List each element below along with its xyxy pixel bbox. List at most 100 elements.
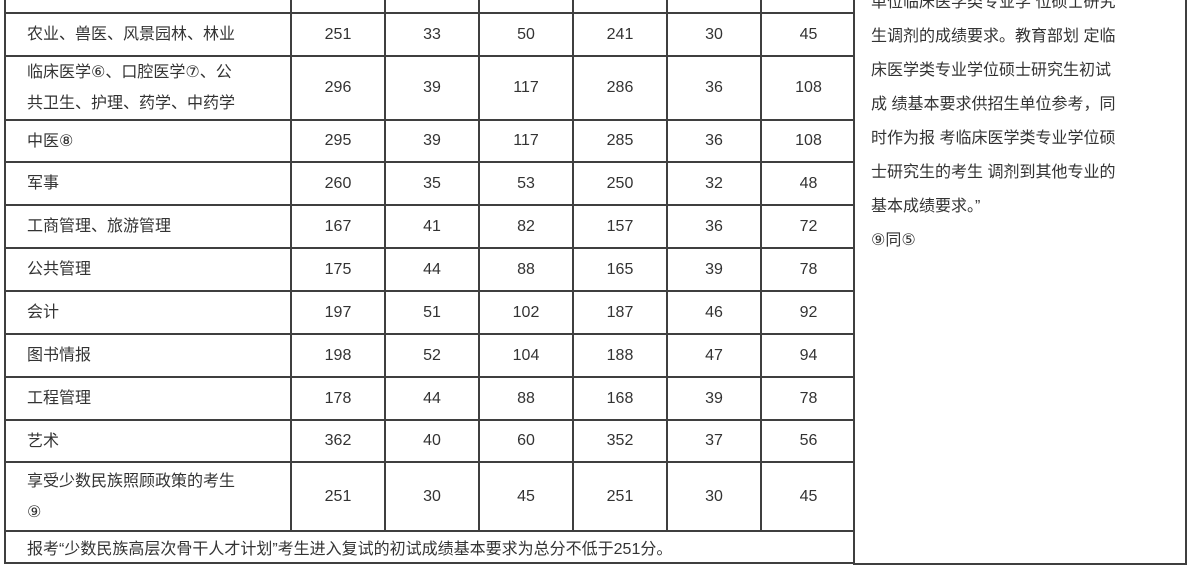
table-row: 享受少数民族照顾政策的考生 ⑨ 251 30 45 251 30 45: [4, 461, 857, 532]
table-row: 农业、兽医、风景园林、林业 251 33 50 241 30 45: [4, 12, 857, 57]
score-cell: 39: [384, 55, 480, 121]
score-cell: 45: [478, 461, 574, 532]
discipline-cell: 图书情报: [4, 333, 292, 378]
discipline-cell: 艺术: [4, 419, 292, 463]
score-cell: 108: [760, 119, 857, 163]
score-cell: 157: [572, 204, 668, 249]
score-cell: 352: [572, 419, 668, 463]
note-line: 时作为报 考临床医学类专业学位硕: [871, 130, 1116, 147]
score-cell: 39: [666, 376, 762, 421]
discipline-cell: 享受少数民族照顾政策的考生 ⑨: [4, 461, 292, 532]
score-cell: 175: [290, 247, 386, 292]
score-cell: 285: [572, 119, 668, 163]
table-row: 临床医学⑥、口腔医学⑦、公 共卫生、护理、药学、中药学 296 39 117 2…: [4, 55, 857, 121]
score-cell: 46: [666, 290, 762, 335]
footer-note: 报考“少数民族高层次骨干人才计划”考生进入复试的初试成绩基本要求为总分不低于25…: [4, 530, 857, 564]
note-line: 士研究生的考生 调剂到其他专业的: [871, 164, 1116, 181]
score-cell: 72: [760, 204, 857, 249]
score-cell: 44: [384, 376, 480, 421]
score-cell: [572, 0, 668, 14]
note-line: 成 绩基本要求供招生单位参考，同: [871, 96, 1116, 113]
score-cell: 36: [666, 204, 762, 249]
table-row: 艺术 362 40 60 352 37 56: [4, 419, 857, 463]
score-cell: 30: [666, 461, 762, 532]
score-cell: 108: [760, 55, 857, 121]
score-cell: 39: [666, 247, 762, 292]
score-cell: 36: [666, 119, 762, 163]
score-cell: 78: [760, 376, 857, 421]
score-cell: 198: [290, 333, 386, 378]
discipline-cell: 临床医学⑥、口腔医学⑦、公 共卫生、护理、药学、中药学: [4, 55, 292, 121]
score-cell: 45: [760, 461, 857, 532]
discipline-cell: 中医⑧: [4, 119, 292, 163]
score-cell: 168: [572, 376, 668, 421]
score-cell: 32: [666, 161, 762, 206]
discipline-cell: 农业、兽医、风景园林、林业: [4, 12, 292, 57]
table-row: 会计 197 51 102 187 46 92: [4, 290, 857, 335]
score-cell: 45: [760, 12, 857, 57]
score-cell: 251: [572, 461, 668, 532]
note-line: ⑨同⑤: [871, 232, 916, 249]
score-cell: 40: [384, 419, 480, 463]
score-cell: 165: [572, 247, 668, 292]
score-cell: 117: [478, 119, 574, 163]
score-cell: 296: [290, 55, 386, 121]
score-cell: 104: [478, 333, 574, 378]
score-cell: 53: [478, 161, 574, 206]
score-cell: 188: [572, 333, 668, 378]
discipline-cell: 工商管理、旅游管理: [4, 204, 292, 249]
score-cell: 82: [478, 204, 574, 249]
score-cell: 88: [478, 247, 574, 292]
score-cell: 251: [290, 461, 386, 532]
table-row-partial: [4, 0, 857, 14]
score-cell: 88: [478, 376, 574, 421]
score-cell: 37: [666, 419, 762, 463]
table-row: 工商管理、旅游管理 167 41 82 157 36 72: [4, 204, 857, 249]
note-line: 床医学类专业学位硕士研究生初试: [871, 62, 1112, 79]
score-cell: 39: [384, 119, 480, 163]
score-cell: 295: [290, 119, 386, 163]
score-cell: 92: [760, 290, 857, 335]
score-cell: [760, 0, 857, 14]
notes-panel: 单位临床医学类专业学 位硕士研究 生调剂的成绩要求。教育部划 定临 床医学类专业…: [853, 0, 1187, 565]
score-cell: [478, 0, 574, 14]
score-cell: [384, 0, 480, 14]
score-cell: 102: [478, 290, 574, 335]
table-row: 军事 260 35 53 250 32 48: [4, 161, 857, 206]
note-line: 生调剂的成绩要求。教育部划 定临: [871, 28, 1116, 45]
table-row: 图书情报 198 52 104 188 47 94: [4, 333, 857, 378]
score-cell: 41: [384, 204, 480, 249]
score-cell: 50: [478, 12, 574, 57]
note-line: 基本成绩要求。”: [871, 198, 981, 215]
score-cell: 33: [384, 12, 480, 57]
score-cell: 30: [384, 461, 480, 532]
score-cell: [290, 0, 386, 14]
score-cell: 60: [478, 419, 574, 463]
score-cell: 94: [760, 333, 857, 378]
score-cell: 35: [384, 161, 480, 206]
score-cell: 30: [666, 12, 762, 57]
table-row: 工程管理 178 44 88 168 39 78: [4, 376, 857, 421]
score-cell: 250: [572, 161, 668, 206]
table-footer-row: 报考“少数民族高层次骨干人才计划”考生进入复试的初试成绩基本要求为总分不低于25…: [4, 530, 857, 564]
discipline-cell: 军事: [4, 161, 292, 206]
score-cell: 251: [290, 12, 386, 57]
score-table: 农业、兽医、风景园林、林业 251 33 50 241 30 45 临床医学⑥、…: [4, 0, 857, 564]
score-cell: 241: [572, 12, 668, 57]
note-line: 单位临床医学类专业学 位硕士研究: [871, 0, 1116, 11]
discipline-cell: 会计: [4, 290, 292, 335]
discipline-cell: [4, 0, 292, 14]
score-cell: 51: [384, 290, 480, 335]
table-row: 公共管理 175 44 88 165 39 78: [4, 247, 857, 292]
score-cell: 362: [290, 419, 386, 463]
score-cell: 47: [666, 333, 762, 378]
score-cell: 260: [290, 161, 386, 206]
score-cell: 56: [760, 419, 857, 463]
score-cell: 187: [572, 290, 668, 335]
score-cell: 48: [760, 161, 857, 206]
discipline-cell: 公共管理: [4, 247, 292, 292]
score-cell: 197: [290, 290, 386, 335]
notes-text: 单位临床医学类专业学 位硕士研究 生调剂的成绩要求。教育部划 定临 床医学类专业…: [855, 0, 1185, 258]
score-cell: 44: [384, 247, 480, 292]
